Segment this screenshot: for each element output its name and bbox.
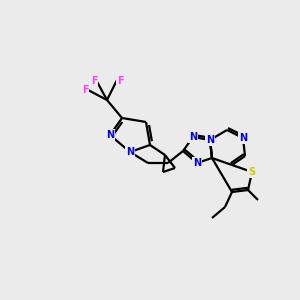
Text: N: N bbox=[106, 130, 114, 140]
Text: N: N bbox=[193, 158, 201, 168]
Text: N: N bbox=[206, 135, 214, 145]
Text: F: F bbox=[82, 85, 88, 95]
Text: S: S bbox=[248, 167, 256, 177]
Text: N: N bbox=[239, 133, 247, 143]
Text: F: F bbox=[117, 76, 123, 86]
Text: N: N bbox=[189, 132, 197, 142]
Text: F: F bbox=[91, 76, 97, 86]
Text: N: N bbox=[126, 147, 134, 157]
